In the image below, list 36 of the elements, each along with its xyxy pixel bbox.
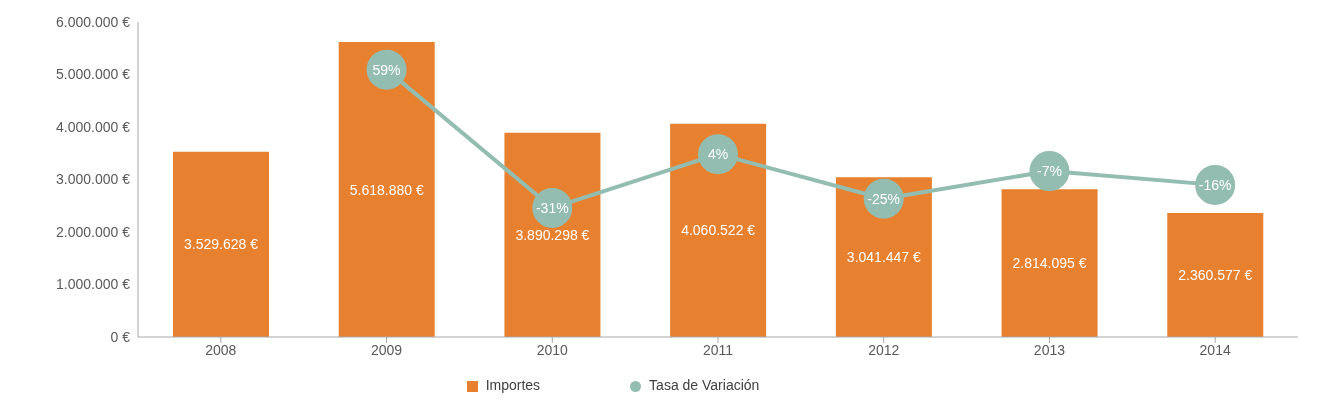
- y-tick-label: 0 €: [110, 328, 131, 345]
- x-tick-label: 2013: [1033, 341, 1066, 358]
- x-tick-label: 2012: [868, 341, 900, 358]
- data-label: -7%: [1036, 163, 1062, 180]
- data-label: 2.360.577 €: [1178, 267, 1253, 284]
- y-tick-label: 6.000.000 €: [56, 13, 131, 30]
- bar: [1001, 189, 1098, 337]
- data-label: 59%: [372, 61, 401, 78]
- x-tick-label: 2014: [1199, 341, 1231, 358]
- y-tick-label: 4.000.000 €: [56, 118, 131, 135]
- data-label: -16%: [1198, 176, 1232, 193]
- data-label: -31%: [535, 199, 569, 216]
- bar: [835, 177, 932, 337]
- bar: [504, 132, 601, 337]
- data-label: -25%: [867, 190, 901, 207]
- y-tick-label: 3.000.000 €: [56, 171, 131, 188]
- bar: [338, 42, 435, 337]
- data-label: 5.618.880 €: [349, 181, 424, 198]
- bar: [670, 123, 767, 337]
- bar: [1167, 213, 1264, 337]
- data-label: 4.060.522 €: [681, 222, 756, 239]
- bar: [173, 151, 269, 337]
- data-label: 3.529.628 €: [184, 236, 259, 253]
- data-label: 3.041.447 €: [846, 249, 922, 266]
- x-tick-label: 2011: [702, 341, 734, 358]
- y-tick-label: 2.000.000 €: [56, 223, 131, 240]
- legend-label: Tasa de Variación: [649, 377, 760, 393]
- x-tick-label: 2009: [370, 341, 403, 358]
- x-tick-label: 2010: [536, 341, 569, 358]
- y-tick-label: 5.000.000 €: [56, 66, 131, 83]
- y-tick-label: 1.000.000 €: [56, 276, 131, 293]
- data-label: 2.814.095 €: [1012, 255, 1087, 272]
- data-label: 3.890.298 €: [515, 226, 590, 243]
- legend-label: Importes: [485, 377, 541, 393]
- data-label: 4%: [707, 146, 729, 163]
- x-tick-label: 2008: [205, 341, 237, 358]
